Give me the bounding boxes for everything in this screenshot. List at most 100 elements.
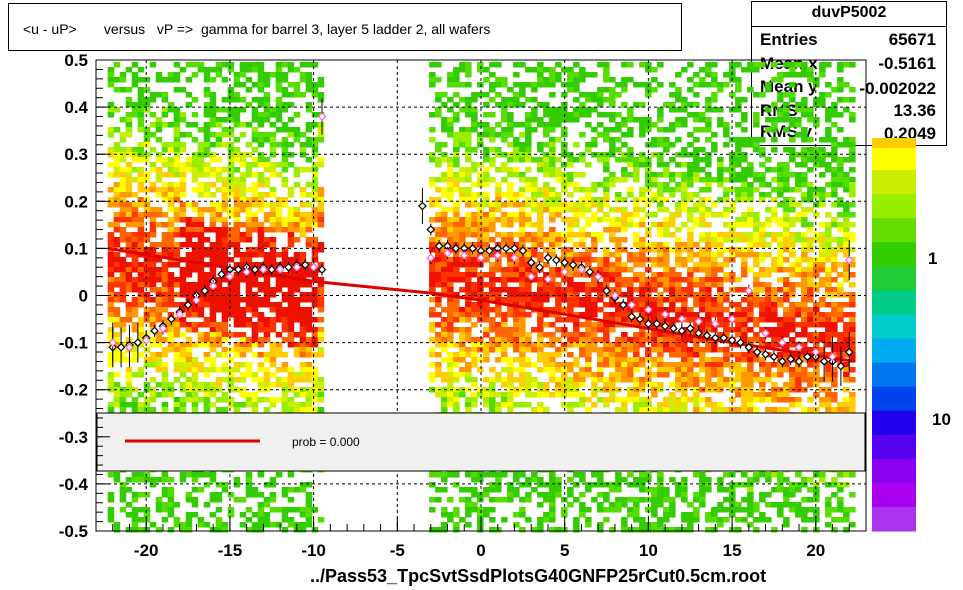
profile-point-black bbox=[727, 334, 737, 347]
profile-point-pink bbox=[208, 280, 218, 293]
profile-point-black bbox=[543, 251, 553, 264]
profile-point-pink bbox=[710, 317, 720, 330]
y-tick-label: -0.1 bbox=[59, 334, 88, 353]
profile-point-pink bbox=[761, 327, 770, 340]
profile-point-black bbox=[786, 353, 796, 366]
profile-point-black bbox=[116, 327, 126, 368]
profile-point-pink bbox=[811, 346, 821, 359]
colorbar-segment bbox=[872, 314, 916, 339]
x-tick-label: 15 bbox=[723, 541, 742, 560]
profile-point-pink bbox=[694, 315, 703, 328]
profile-point-black bbox=[317, 263, 327, 276]
profile-point-black bbox=[710, 331, 720, 344]
y-tick-label: 0.2 bbox=[64, 192, 88, 211]
profile-point-black bbox=[568, 258, 578, 271]
profile-point-black bbox=[535, 261, 544, 274]
y-tick-label: -0.4 bbox=[59, 475, 89, 494]
colorbar-segment bbox=[872, 266, 916, 291]
profile-point-pink bbox=[543, 273, 553, 286]
colorbar-segment bbox=[872, 482, 916, 508]
profile-point-black bbox=[485, 244, 494, 257]
profile-point-pink bbox=[275, 263, 285, 276]
profile-point-black bbox=[518, 244, 528, 257]
stat-value-rms-x: 13.36 bbox=[893, 101, 936, 120]
stat-value-entries: 65671 bbox=[888, 30, 936, 49]
stat-value-mean-x: -0.5161 bbox=[878, 54, 936, 73]
profile-point-pink bbox=[175, 308, 185, 321]
x-tick-label: -10 bbox=[301, 541, 326, 560]
profile-point-pink bbox=[526, 270, 536, 283]
profile-point-black bbox=[844, 332, 854, 373]
profile-point-black bbox=[677, 324, 687, 337]
y-tick-label: 0 bbox=[79, 287, 88, 306]
stat-label-entries: Entries bbox=[760, 30, 818, 49]
profile-point-black bbox=[803, 350, 812, 363]
profile-point-pink bbox=[627, 298, 637, 311]
footer-filename: ../Pass53_TpcSvtSsdPlotsG40GNFP25rCut0.5… bbox=[310, 566, 767, 586]
profile-point-black bbox=[284, 261, 293, 274]
profile-point-pink bbox=[476, 251, 486, 264]
profile-point-black bbox=[819, 341, 829, 382]
x-tick-label: 0 bbox=[476, 541, 485, 560]
colorbar-segment bbox=[872, 338, 916, 364]
profile-point-black bbox=[418, 188, 427, 225]
colorbar-label-1: 1 bbox=[928, 249, 937, 268]
profile-point-black bbox=[744, 341, 754, 354]
profile-point-pink bbox=[443, 247, 452, 260]
y-tick-label: 0.4 bbox=[64, 98, 88, 117]
y-tick-label: 0.5 bbox=[64, 51, 88, 70]
colorbar-segment bbox=[872, 290, 916, 315]
profile-point-black bbox=[150, 324, 159, 337]
profile-point-pink bbox=[141, 334, 151, 347]
profile-point-black bbox=[719, 331, 729, 344]
profile-point-black bbox=[267, 263, 277, 276]
profile-point-pink bbox=[225, 270, 235, 283]
profile-point-pink bbox=[794, 341, 804, 354]
profile-point-black bbox=[635, 313, 645, 326]
profile-point-pink bbox=[158, 322, 168, 335]
profile-point-black bbox=[602, 284, 611, 297]
profile-point-black bbox=[694, 327, 703, 340]
profile-point-black bbox=[133, 322, 143, 363]
colorbar-segment bbox=[872, 218, 916, 243]
profile-point-black bbox=[660, 320, 670, 333]
profile-point-pink bbox=[727, 313, 737, 326]
profile-point-pink bbox=[610, 289, 620, 302]
profile-point-pink bbox=[259, 263, 268, 276]
colorbar-segment bbox=[872, 458, 916, 484]
profile-point-pink bbox=[577, 263, 586, 276]
profile-point-pink bbox=[317, 98, 327, 135]
colorbar-segment bbox=[872, 242, 916, 267]
y-tick-label: 0.1 bbox=[64, 239, 88, 258]
y-tick-label: -0.3 bbox=[59, 428, 88, 447]
profile-point-black bbox=[526, 256, 536, 269]
profile-point-pink bbox=[660, 308, 670, 321]
profile-point-black bbox=[752, 346, 762, 359]
profile-point-pink bbox=[242, 265, 252, 278]
profile-point-pink bbox=[644, 303, 653, 316]
profile-point-pink bbox=[108, 322, 118, 363]
colorbar-segment bbox=[872, 146, 916, 171]
profile-point-black bbox=[250, 263, 260, 276]
profile-point-pink bbox=[777, 336, 787, 349]
y-tick-label: -0.2 bbox=[59, 381, 88, 400]
profile-point-black bbox=[777, 355, 787, 368]
stats-name: duvP5002 bbox=[811, 4, 887, 21]
x-tick-label: 5 bbox=[560, 541, 569, 560]
profile-point-pink bbox=[426, 251, 436, 264]
colorbar-segment bbox=[872, 410, 916, 436]
profile-point-black bbox=[618, 298, 628, 311]
profile-point-black bbox=[685, 322, 695, 335]
colorbar-layer: 1 10 bbox=[872, 138, 951, 532]
profile-point-pink bbox=[510, 251, 519, 264]
y-tick-label: -0.5 bbox=[59, 522, 88, 541]
profile-point-pink bbox=[560, 265, 570, 278]
profile-point-black bbox=[736, 336, 745, 349]
colorbar-segment bbox=[872, 362, 916, 388]
profile-point-black bbox=[585, 265, 595, 278]
profile-point-black bbox=[551, 254, 561, 267]
fit-line bbox=[107, 246, 855, 363]
profile-point-black bbox=[794, 355, 804, 368]
colorbar-segment bbox=[872, 434, 916, 460]
